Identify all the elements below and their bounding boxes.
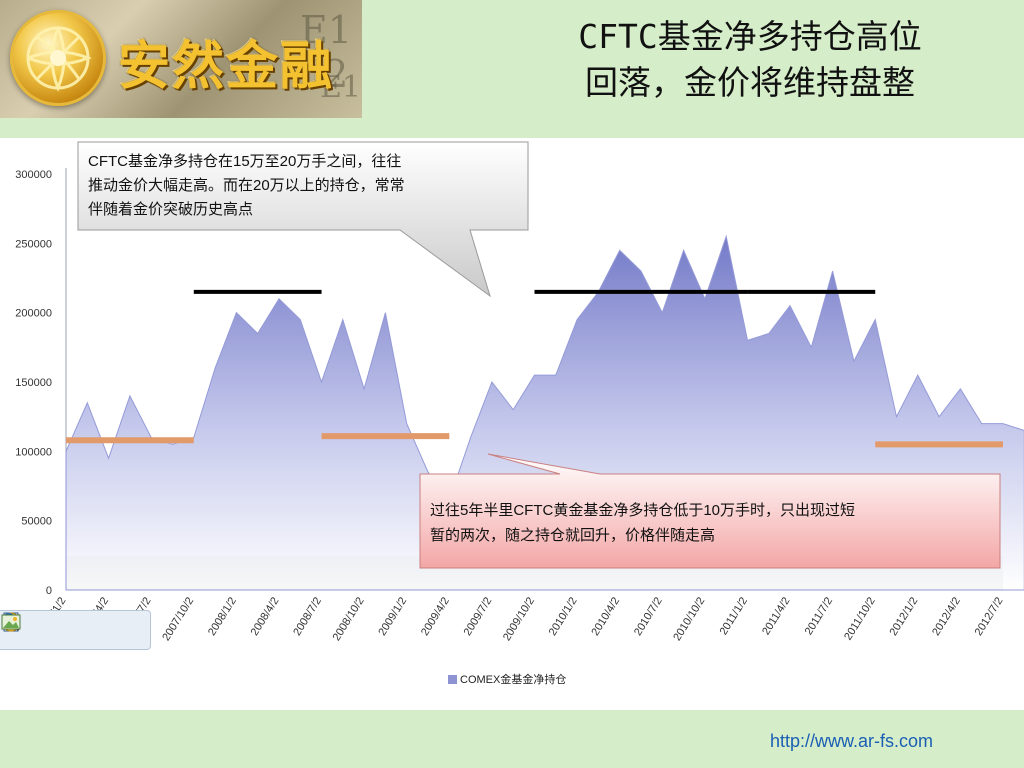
x-tick-label-14: 2010/7/2 xyxy=(632,595,665,638)
y-tick-label-6: 300000 xyxy=(15,169,52,181)
banknote-text-1: E1 52 xyxy=(300,8,352,96)
slide-title: CFTC基金净多持仓高位 回落，金价将维持盘整 xyxy=(500,14,1000,106)
top-callout-line-2: 推动金价大幅走高。而在20万以上的持仓，常常 xyxy=(88,177,405,194)
floating-toolbar xyxy=(0,610,151,650)
y-tick-label-0: 0 xyxy=(46,585,52,597)
footer-url[interactable]: http://www.ar-fs.com xyxy=(770,731,934,751)
x-tick-label-20: 2012/1/2 xyxy=(887,595,920,638)
y-tick-label-5: 250000 xyxy=(15,238,52,250)
x-tick-label-16: 2011/1/2 xyxy=(718,595,750,637)
y-tick-label-4: 200000 xyxy=(15,308,52,320)
x-tick-label-22: 2012/7/2 xyxy=(973,595,1006,638)
legend-label: COMEX金基金净持仓 xyxy=(460,672,566,686)
banknote-text-2: E15 xyxy=(320,70,362,105)
x-tick-label-19: 2011/10/2 xyxy=(842,595,878,642)
x-tick-label-8: 2009/1/2 xyxy=(376,595,409,638)
chart-legend: COMEX金基金净持仓 xyxy=(448,672,566,686)
bottom-callout: 过往5年半里CFTC黄金基金净多持仓低于10万手时，只出现过短 暂的两次，随之持… xyxy=(419,453,1001,569)
x-tick-label-12: 2010/1/2 xyxy=(547,595,580,638)
title-line-2: 回落，金价将维持盘整 xyxy=(585,63,915,102)
brand-name: 安然金融 xyxy=(118,37,335,97)
legend-swatch xyxy=(448,675,457,684)
coin-logo-icon xyxy=(10,10,106,106)
top-callout: CFTC基金净多持仓在15万至20万手之间，往往 推动金价大幅走高。而在20万以… xyxy=(77,141,529,298)
magnify-icon[interactable] xyxy=(2,613,96,643)
brand-logo: E1 52 E15 安然金融 xyxy=(0,0,362,118)
y-tick-label-3: 150000 xyxy=(15,377,52,389)
x-tick-label-18: 2011/7/2 xyxy=(803,595,835,637)
title-line-1: CFTC基金净多持仓高位 xyxy=(578,17,922,56)
smile-icon[interactable] xyxy=(1,612,62,643)
y-tick-label-1: 50000 xyxy=(21,516,52,528)
x-tick-label-17: 2011/4/2 xyxy=(760,595,792,637)
x-tick-label-7: 2008/10/2 xyxy=(331,595,367,643)
chart-panel: 0 50000 100000 150000 200000 250000 300000 200… xyxy=(0,138,1024,710)
x-tick-label-15: 2010/10/2 xyxy=(671,595,707,643)
x-tick-label-13: 2010/4/2 xyxy=(589,595,622,638)
x-tick-label-5: 2008/4/2 xyxy=(249,595,282,638)
bottom-callout-line-2: 暂的两次，随之持仓就回升，价格伴随走高 xyxy=(430,527,715,544)
x-tick-label-21: 2012/4/2 xyxy=(930,595,963,638)
x-tick-label-11: 2009/10/2 xyxy=(501,595,537,643)
top-callout-line-1: CFTC基金净多持仓在15万至20万手之间，往往 xyxy=(88,153,401,170)
x-tick-label-10: 2009/7/2 xyxy=(462,595,495,638)
x-tick-label-4: 2008/1/2 xyxy=(206,595,239,638)
image-icon[interactable] xyxy=(1,614,130,643)
x-tick-label-6: 2008/7/2 xyxy=(291,595,324,638)
x-tick-label-9: 2009/4/2 xyxy=(419,595,452,638)
y-tick-label-2: 100000 xyxy=(15,446,52,458)
bottom-callout-line-1: 过往5年半里CFTC黄金基金净多持仓低于10万手时，只出现过短 xyxy=(430,502,855,519)
top-callout-line-3: 伴随着金价突破历史高点 xyxy=(88,201,253,218)
x-tick-label-3: 2007/10/2 xyxy=(160,595,196,643)
position-chart: 0 50000 100000 150000 200000 250000 300000 200… xyxy=(15,141,1024,686)
